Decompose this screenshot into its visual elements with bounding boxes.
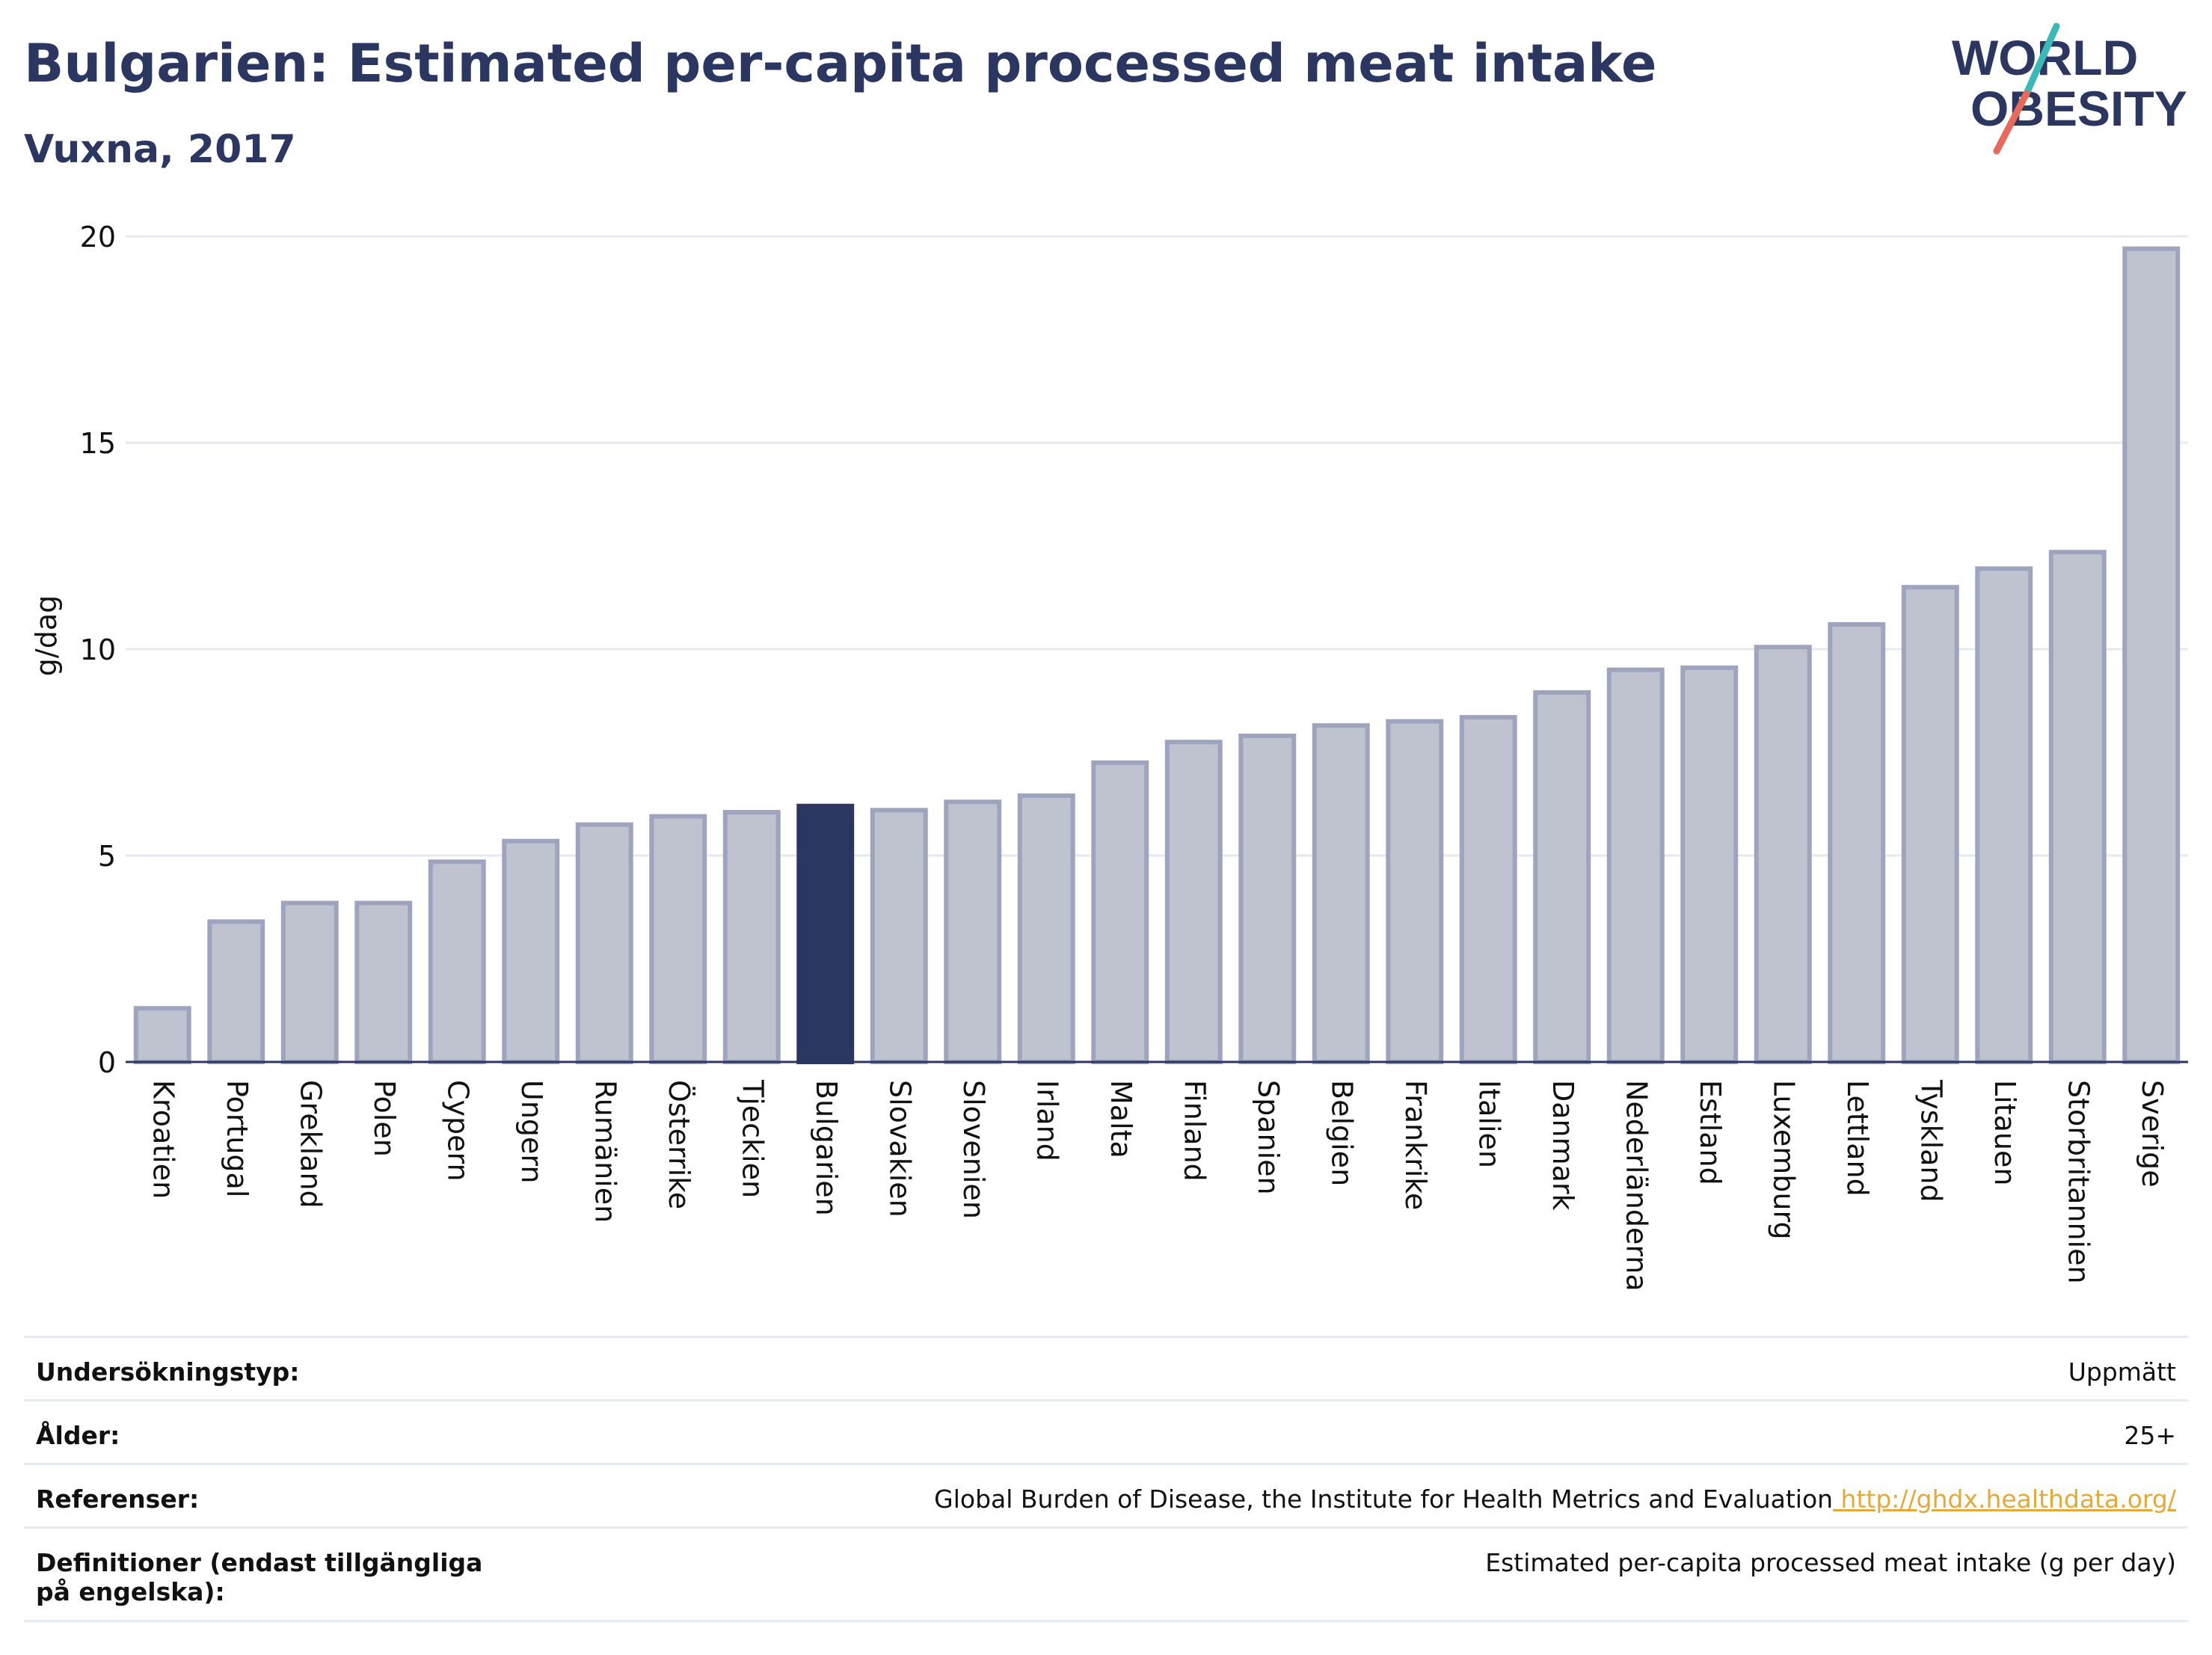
info-label: Undersökningstyp: (36, 1357, 300, 1387)
x-tick-label: Storbritannien (2062, 1080, 2095, 1284)
info-row: Definitioner (endast tillgängliga på eng… (24, 1526, 2188, 1622)
bar (1459, 715, 1517, 1065)
bar (944, 799, 1002, 1064)
x-tick-label: Slovakien (883, 1080, 916, 1218)
bar (1017, 793, 1075, 1065)
bar (2122, 246, 2181, 1064)
info-value: 25+ (2124, 1421, 2176, 1450)
y-axis-label: g/dag (30, 595, 63, 676)
x-tick-labels: Kroatien Portugal Grekland Polen Cypern Unger… (147, 1079, 2169, 1292)
x-tick-label: Portugal (221, 1080, 254, 1197)
bar (1975, 566, 2033, 1064)
x-tick-label: Irland (1030, 1080, 1063, 1161)
x-tick-label: Rumänien (589, 1080, 621, 1223)
bar (2048, 550, 2107, 1064)
y-tick-label: 10 (80, 633, 116, 666)
chart-title: Bulgarien: Estimated per-capita processe… (24, 33, 1657, 94)
bar (1606, 667, 1665, 1064)
info-value: Estimated per-capita processed meat inta… (1485, 1548, 2176, 1577)
x-tick-label: Österrike (663, 1080, 695, 1209)
x-tick-label: Frankrike (1399, 1080, 1432, 1210)
bar (1238, 733, 1297, 1064)
bar (1680, 665, 1739, 1064)
info-label: Ålder: (36, 1421, 120, 1450)
bar (207, 919, 265, 1064)
info-value-text: Estimated per-capita processed meat inta… (1485, 1548, 2176, 1577)
bar (280, 900, 339, 1064)
x-tick-label: Nederländerna (1620, 1080, 1653, 1292)
bar (502, 838, 560, 1064)
bar-highlighted (796, 803, 855, 1064)
info-table: Undersökningstyp: Uppmätt Ålder: 25+ Referen… (24, 1336, 2188, 1622)
bar (649, 814, 707, 1064)
bar (575, 822, 633, 1064)
x-tick-label: Ungern (515, 1080, 548, 1183)
y-tick-label: 0 (98, 1046, 116, 1079)
x-tick-label: Sverige (2136, 1080, 2169, 1188)
info-value: Global Burden of Disease, the Institute … (934, 1484, 2176, 1514)
world-obesity-logo: WORLD OBESITY (1952, 22, 2187, 155)
x-tick-label: Tjeckien (736, 1079, 769, 1198)
info-value-text: 25+ (2124, 1421, 2176, 1450)
x-tick-label: Slovenien (957, 1080, 990, 1219)
y-tick-label: 20 (80, 221, 116, 254)
x-tick-label: Luxemburg (1767, 1080, 1800, 1240)
bar (1164, 740, 1223, 1064)
x-tick-label: Grekland (294, 1080, 327, 1209)
info-row: Ålder: 25+ (24, 1399, 2188, 1463)
x-tick-label: Belgien (1325, 1080, 1358, 1186)
bar (870, 808, 928, 1065)
bar (1091, 760, 1149, 1064)
x-tick-label: Estland (1694, 1080, 1727, 1185)
y-tick-label: 15 (80, 427, 116, 460)
bars (126, 246, 2188, 1065)
chart-subtitle: Vuxna, 2017 (24, 127, 296, 172)
bar (428, 859, 486, 1065)
bar (722, 810, 781, 1064)
x-tick-label: Malta (1105, 1080, 1137, 1158)
x-tick-label: Spanien (1252, 1080, 1285, 1195)
x-tick-label: Polen (368, 1080, 401, 1157)
x-tick-label: Cypern (441, 1080, 474, 1182)
bar (1754, 645, 1812, 1064)
bar (1386, 719, 1444, 1064)
logo-slash-bottom (1993, 90, 2030, 155)
bar (1828, 621, 1886, 1064)
x-tick-label: Litauen (1988, 1080, 2021, 1185)
bar (133, 1006, 191, 1064)
info-value-text: Uppmätt (2068, 1357, 2176, 1387)
x-tick-label: Lettland (1841, 1080, 1874, 1197)
bar (1901, 585, 1959, 1064)
logo-slash-top (2023, 22, 2060, 97)
x-tick-label: Danmark (1546, 1080, 1579, 1211)
y-tick-label: 5 (98, 840, 116, 873)
bar-chart: 0 5 10 15 20 Kroatien Portugal Grekland Polen Cy… (30, 221, 2188, 1292)
info-label: Referenser: (36, 1484, 200, 1514)
info-value-text: Global Burden of Disease, the Institute … (934, 1484, 1834, 1514)
info-row: Referenser: Global Burden of Disease, the… (24, 1463, 2188, 1526)
x-tick-label: Finland (1178, 1080, 1211, 1182)
x-tick-label: Tyskland (1914, 1079, 1947, 1203)
bar (1533, 690, 1591, 1065)
reference-link[interactable]: http://ghdx.healthdata.org/ (1833, 1484, 2176, 1514)
info-row: Undersökningstyp: Uppmätt (24, 1336, 2188, 1399)
x-tick-label: Bulgarien (810, 1080, 843, 1216)
bar (354, 900, 413, 1064)
info-value: Uppmätt (2068, 1357, 2176, 1387)
x-tick-label: Kroatien (147, 1080, 179, 1199)
info-label: Definitioner (endast tillgängliga på eng… (36, 1548, 483, 1606)
x-tick-label: Italien (1472, 1080, 1505, 1168)
bar (1312, 723, 1370, 1064)
logo-line-2: OBESITY (1970, 81, 2187, 136)
y-tick-labels: 0 5 10 15 20 (80, 221, 116, 1079)
